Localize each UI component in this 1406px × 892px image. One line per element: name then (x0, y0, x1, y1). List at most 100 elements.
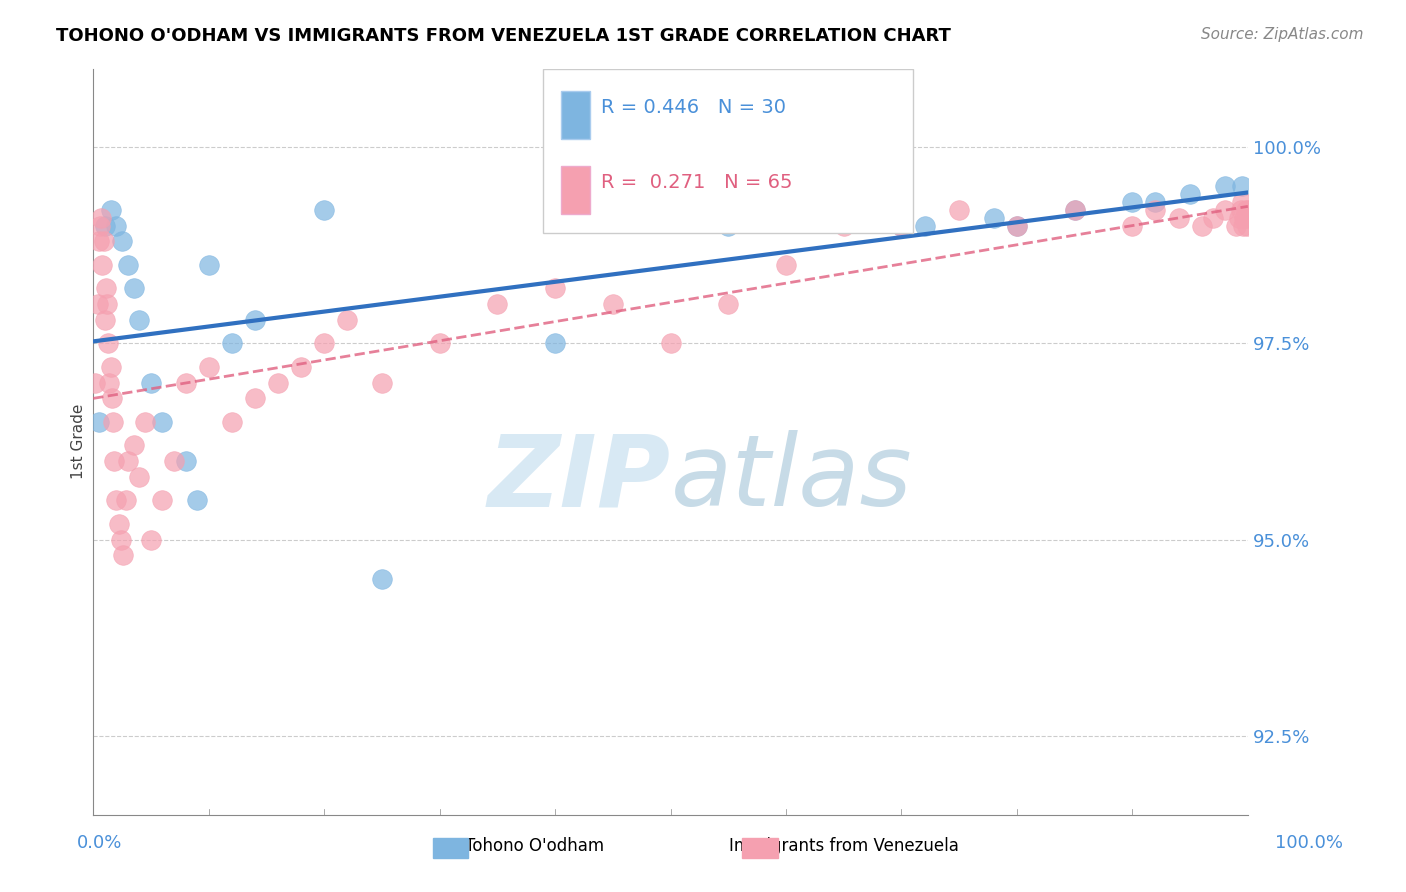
Point (1191, 219, 1213, 233)
Point (544, 336, 567, 351)
Text: 0.0%: 0.0% (77, 834, 122, 852)
Point (486, 297, 509, 311)
Point (948, 202, 970, 217)
Point (117, 258, 139, 272)
Point (1236, 211, 1258, 225)
Point (1202, 211, 1225, 225)
Point (1230, 194, 1253, 209)
Point (174, 376, 197, 390)
Point (93, 313, 115, 327)
Point (97, 336, 120, 351)
Point (1236, 219, 1258, 233)
Text: ZIP: ZIP (488, 430, 671, 527)
FancyBboxPatch shape (544, 69, 912, 233)
Point (114, 493, 136, 508)
Point (94, 281, 117, 295)
Point (371, 376, 394, 390)
Point (139, 533, 162, 547)
Point (1063, 202, 1085, 217)
Point (128, 470, 150, 484)
Point (221, 415, 243, 429)
Point (91, 258, 114, 272)
Point (111, 235, 134, 249)
FancyBboxPatch shape (561, 166, 589, 214)
Point (1167, 211, 1189, 225)
Point (890, 219, 912, 233)
Point (105, 219, 128, 233)
Point (87, 415, 110, 429)
Point (107, 516, 129, 531)
Point (1121, 219, 1143, 233)
Point (1225, 219, 1247, 233)
Text: atlas: atlas (671, 430, 912, 527)
Point (243, 392, 266, 406)
Point (87, 235, 110, 249)
Point (197, 258, 219, 272)
Point (1234, 202, 1257, 217)
Point (1227, 211, 1250, 225)
Point (84, 376, 107, 390)
Point (90, 211, 112, 225)
Point (336, 313, 359, 327)
Point (105, 493, 128, 508)
Point (93, 235, 115, 249)
Point (89, 219, 111, 233)
Point (112, 549, 135, 563)
Point (93, 219, 115, 233)
Point (314, 336, 336, 351)
Point (832, 219, 855, 233)
Point (122, 438, 145, 452)
Point (1144, 194, 1167, 209)
FancyBboxPatch shape (561, 91, 589, 139)
Point (98, 376, 121, 390)
Point (1178, 187, 1201, 202)
Point (87, 297, 110, 311)
Point (122, 281, 145, 295)
Point (1213, 179, 1236, 194)
Point (221, 336, 243, 351)
Text: R = 0.446   N = 30: R = 0.446 N = 30 (602, 98, 786, 117)
Point (659, 336, 682, 351)
Point (1005, 219, 1028, 233)
Point (197, 359, 219, 374)
Point (775, 258, 797, 272)
Point (174, 454, 197, 468)
Point (152, 415, 174, 429)
Point (1121, 194, 1143, 209)
Point (371, 572, 394, 586)
Point (890, 219, 912, 233)
Point (101, 415, 124, 429)
Point (717, 297, 740, 311)
Point (1230, 202, 1253, 217)
Point (139, 376, 162, 390)
Point (1237, 202, 1260, 217)
Point (110, 533, 132, 547)
Point (314, 202, 336, 217)
Point (1233, 211, 1256, 225)
Point (103, 454, 125, 468)
Point (290, 359, 312, 374)
Point (1230, 179, 1253, 194)
Point (1232, 219, 1254, 233)
Point (1144, 202, 1167, 217)
Point (1213, 202, 1236, 217)
Point (914, 219, 936, 233)
Text: TOHONO O'ODHAM VS IMMIGRANTS FROM VENEZUELA 1ST GRADE CORRELATION CHART: TOHONO O'ODHAM VS IMMIGRANTS FROM VENEZU… (56, 27, 950, 45)
Point (128, 313, 150, 327)
Text: 100.0%: 100.0% (1275, 834, 1343, 852)
Point (429, 336, 451, 351)
Point (100, 202, 122, 217)
Point (983, 211, 1005, 225)
Text: Immigrants from Venezuela: Immigrants from Venezuela (728, 837, 959, 855)
Point (186, 493, 208, 508)
Point (1063, 202, 1085, 217)
Point (267, 376, 290, 390)
Text: R =  0.271   N = 65: R = 0.271 N = 65 (602, 173, 793, 192)
Point (243, 313, 266, 327)
Point (96, 297, 118, 311)
Point (1005, 219, 1028, 233)
Point (152, 493, 174, 508)
Point (717, 219, 740, 233)
Point (832, 202, 855, 217)
Text: Source: ZipAtlas.com: Source: ZipAtlas.com (1201, 27, 1364, 42)
